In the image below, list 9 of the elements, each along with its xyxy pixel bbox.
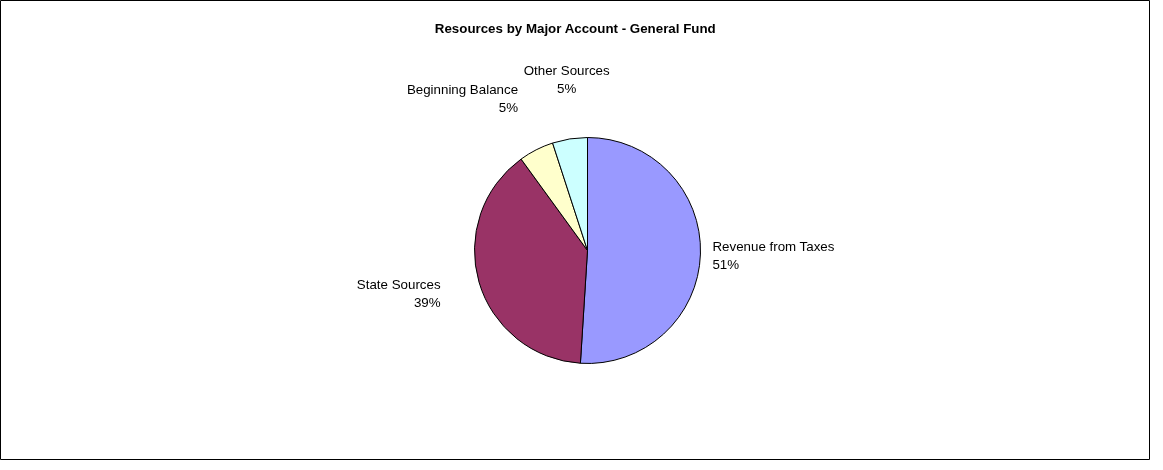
data-label: 5% bbox=[557, 81, 577, 97]
data-label: 5% bbox=[498, 100, 519, 116]
data-label: 51% bbox=[712, 256, 740, 272]
chart-title: Resources by Major Account - General Fund bbox=[434, 21, 716, 36]
slice-label: Beginning Balance bbox=[406, 82, 519, 98]
slice-label: Other Sources bbox=[523, 63, 610, 79]
slice-label: Revenue from Taxes bbox=[712, 238, 835, 254]
slice-label: State Sources bbox=[356, 277, 441, 293]
data-label: 39% bbox=[413, 295, 441, 311]
